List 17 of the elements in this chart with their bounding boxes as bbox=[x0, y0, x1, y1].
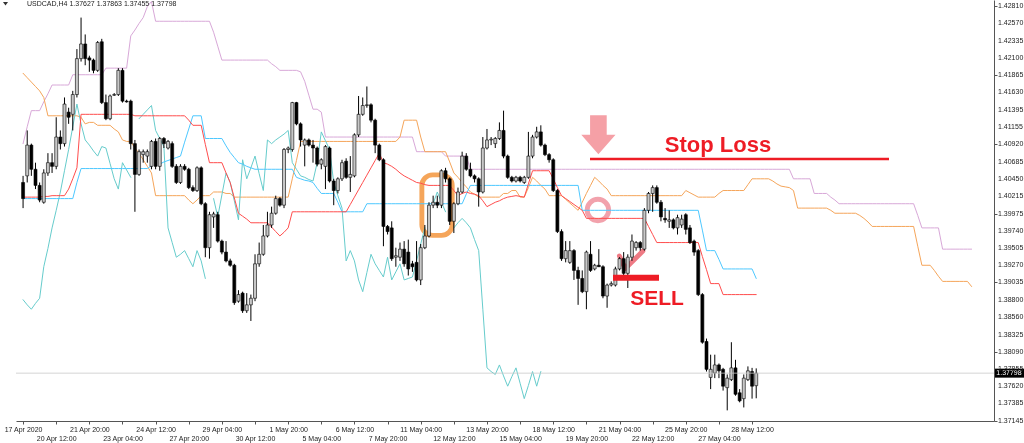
candlestick bbox=[311, 139, 315, 164]
candlestick bbox=[178, 163, 183, 185]
candlestick bbox=[323, 144, 328, 190]
candlestick bbox=[675, 214, 680, 235]
ref-line-label: SELL bbox=[630, 285, 685, 309]
line-series bbox=[22, 72, 973, 288]
candlestick bbox=[414, 240, 419, 282]
candlestick bbox=[526, 131, 531, 180]
candlestick bbox=[489, 136, 493, 146]
candlestick bbox=[402, 240, 406, 268]
candlestick bbox=[186, 167, 191, 190]
candlestick bbox=[344, 157, 348, 180]
line-series bbox=[22, 0, 973, 250]
candlestick bbox=[650, 184, 655, 213]
candlestick bbox=[83, 33, 87, 66]
candlestick bbox=[108, 94, 112, 121]
ref-line-label: Stop Loss bbox=[664, 132, 772, 158]
